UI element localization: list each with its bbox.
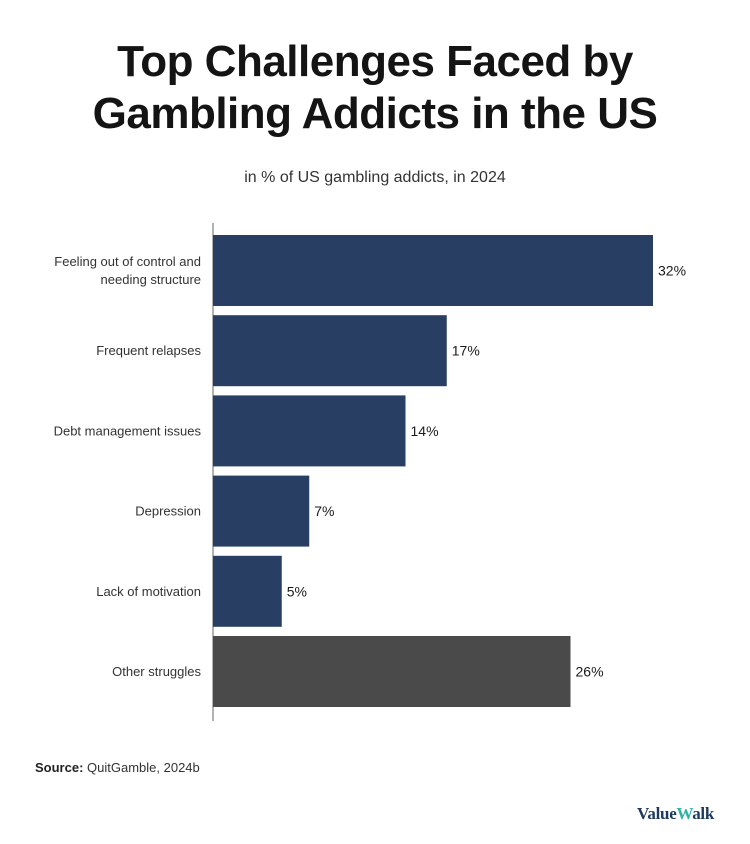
valuewalk-logo: ValueWalk: [637, 804, 714, 824]
bar-chart: 32% Feeling out of control and needing str…: [54, 223, 686, 721]
bar: [213, 555, 282, 627]
bar: [213, 636, 571, 707]
bar-value-label: 26%: [576, 664, 604, 680]
bar: [213, 235, 653, 306]
category-label: Feeling out of control and needing struct…: [54, 254, 201, 287]
category-label: Debt management issues: [54, 423, 202, 438]
bar: [213, 475, 310, 547]
bar-value-label: 14%: [411, 423, 439, 439]
chart-title-line-2: Gambling Addicts in the US: [92, 89, 658, 138]
chart-title-line-1: Top Challenges Faced by: [117, 37, 633, 86]
category-label: Other struggles: [112, 664, 201, 679]
bar-value-label: 17%: [452, 343, 480, 359]
chart-subtitle: in % of US gambling addicts, in 2024: [244, 169, 506, 186]
bar: [213, 395, 406, 467]
chart-title: Top Challenges Faced by Gambling Addicts…: [0, 36, 750, 140]
logo-part-3: alk: [692, 804, 714, 823]
source-text: QuitGamble, 2024b: [87, 760, 200, 775]
logo-part-1: Value: [637, 804, 677, 823]
bar-value-label: 32%: [658, 263, 686, 279]
bar-value-label: 7%: [314, 503, 334, 519]
source-note: Source: QuitGamble, 2024b: [35, 760, 200, 775]
bar: [213, 315, 447, 387]
category-label: Frequent relapses: [96, 343, 201, 358]
category-label: Depression: [135, 504, 201, 519]
source-label: Source:: [35, 760, 84, 775]
logo-part-2: W: [676, 804, 693, 823]
bar-value-label: 5%: [287, 583, 307, 599]
category-label: Lack of motivation: [96, 584, 201, 599]
